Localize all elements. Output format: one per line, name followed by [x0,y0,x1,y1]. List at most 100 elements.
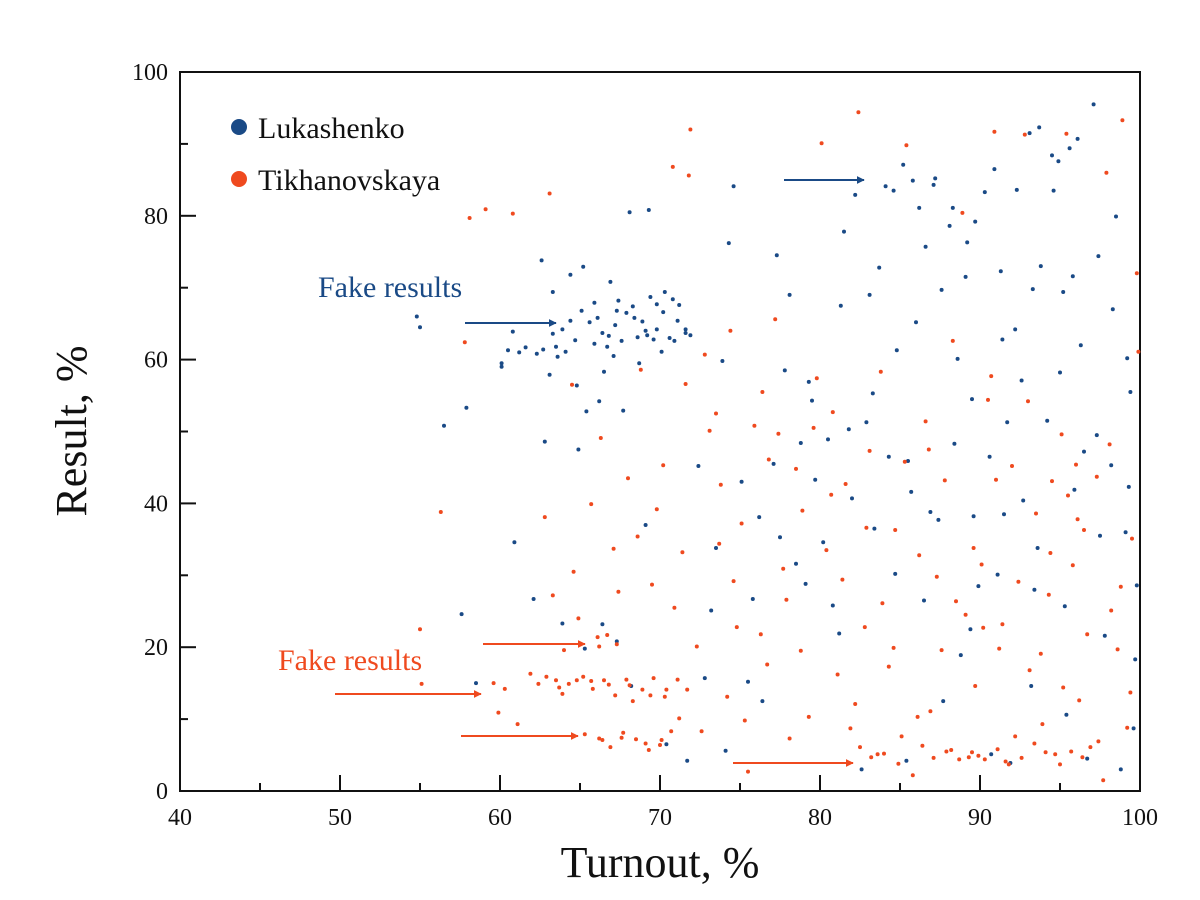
data-point-lukashenko [850,496,854,501]
data-point-lukashenko [560,327,565,332]
data-point-tikhanovskaya [1048,551,1053,555]
data-point-lukashenko [910,178,915,183]
data-point-tikhanovskaya [899,734,904,739]
data-point-tikhanovskaya [680,550,685,555]
series-tikhanovskaya [418,110,1141,783]
data-point-tikhanovskaya [765,662,770,667]
data-point-tikhanovskaya [626,476,630,481]
data-point-tikhanovskaya [1096,739,1101,744]
data-point-lukashenko [928,510,933,514]
data-point-tikhanovskaya [1075,517,1080,522]
data-point-lukashenko [965,240,970,245]
data-point-tikhanovskaya [550,593,555,598]
data-point-lukashenko [998,269,1003,274]
data-point-tikhanovskaya [683,382,688,386]
data-point-tikhanovskaya [926,447,931,452]
data-point-tikhanovskaya [669,729,674,734]
data-point-lukashenko [1000,337,1005,342]
data-point-lukashenko [750,597,755,601]
data-point-tikhanovskaya [896,761,901,766]
data-point-tikhanovskaya [875,752,880,757]
data-point-tikhanovskaya [502,686,507,691]
data-point-lukashenko [1098,533,1102,538]
data-point-tikhanovskaya [418,627,422,632]
data-point-lukashenko [1114,214,1118,219]
data-point-lukashenko [1013,327,1018,332]
data-point-tikhanovskaya [939,648,944,653]
data-point-tikhanovskaya [670,164,675,169]
data-point-lukashenko [1058,370,1062,375]
data-point-tikhanovskaya [659,738,664,742]
data-point-tikhanovskaya [1125,725,1130,730]
data-point-tikhanovskaya [613,693,618,698]
data-point-lukashenko [853,192,858,197]
data-point-tikhanovskaya [664,687,669,692]
data-point-lukashenko [574,383,579,388]
data-point-lukashenko [474,681,478,686]
data-point-lukashenko [534,351,539,356]
data-point-tikhanovskaya [891,645,896,650]
data-point-lukashenko [970,397,974,402]
data-point-lukashenko [917,205,922,210]
data-point-tikhanovskaya [589,679,594,683]
data-point-lukashenko [870,391,875,396]
data-point-lukashenko [1123,530,1128,535]
data-point-tikhanovskaya [966,755,971,760]
data-point-lukashenko [1014,187,1019,192]
data-point-tikhanovskaya [830,410,835,415]
data-point-lukashenko [512,540,517,545]
data-point-tikhanovskaya [864,525,869,530]
data-point-lukashenko [499,361,504,366]
data-point-tikhanovskaya [491,681,496,686]
data-point-lukashenko [555,354,560,359]
data-point-tikhanovskaya [989,374,994,379]
data-point-lukashenko [643,328,648,333]
data-point-tikhanovskaya [597,736,602,741]
data-point-tikhanovskaya [1059,432,1064,437]
data-point-tikhanovskaya [862,625,867,630]
data-point-lukashenko [803,581,808,586]
data-point-lukashenko [859,767,864,772]
data-point-tikhanovskaya [784,597,789,602]
data-point-tikhanovskaya [648,693,653,698]
data-point-tikhanovskaya [1128,690,1133,695]
data-point-tikhanovskaya [1010,464,1014,468]
data-point-lukashenko [877,265,882,270]
data-point-tikhanovskaya [739,521,744,526]
data-point-tikhanovskaya [787,736,792,741]
data-point-lukashenko [616,298,621,303]
data-point-lukashenko [651,337,656,342]
data-point-lukashenko [1032,587,1037,592]
data-point-lukashenko [579,308,584,313]
data-point-lukashenko [971,514,976,519]
data-point-lukashenko [746,679,750,684]
data-point-lukashenko [968,627,973,632]
data-point-tikhanovskaya [760,390,765,394]
data-point-lukashenko [813,477,818,482]
data-point-tikhanovskaya [600,738,605,742]
data-point-lukashenko [614,639,619,644]
data-point-tikhanovskaya [1061,685,1066,690]
data-point-lukashenko [587,320,592,325]
data-point-lukashenko [1096,254,1101,259]
data-point-lukashenko [1109,463,1114,468]
data-point-tikhanovskaya [694,644,699,649]
data-point-tikhanovskaya [752,423,757,428]
data-point-tikhanovskaya [766,457,771,462]
x-tick-label: 50 [328,805,352,831]
data-point-lukashenko [667,336,672,340]
data-point-tikhanovskaya [661,463,666,468]
data-point-tikhanovskaya [1034,511,1038,516]
data-point-tikhanovskaya [904,143,909,148]
data-point-tikhanovskaya [731,579,736,584]
data-point-lukashenko [635,335,640,340]
data-point-tikhanovskaya [662,694,667,699]
data-point-tikhanovskaya [602,678,606,683]
data-point-tikhanovskaya [728,328,733,333]
data-point-lukashenko [846,427,851,432]
data-point-tikhanovskaya [963,612,968,617]
data-point-lukashenko [901,162,906,167]
data-point-tikhanovskaya [554,678,558,683]
data-point-tikhanovskaya [1058,762,1062,767]
